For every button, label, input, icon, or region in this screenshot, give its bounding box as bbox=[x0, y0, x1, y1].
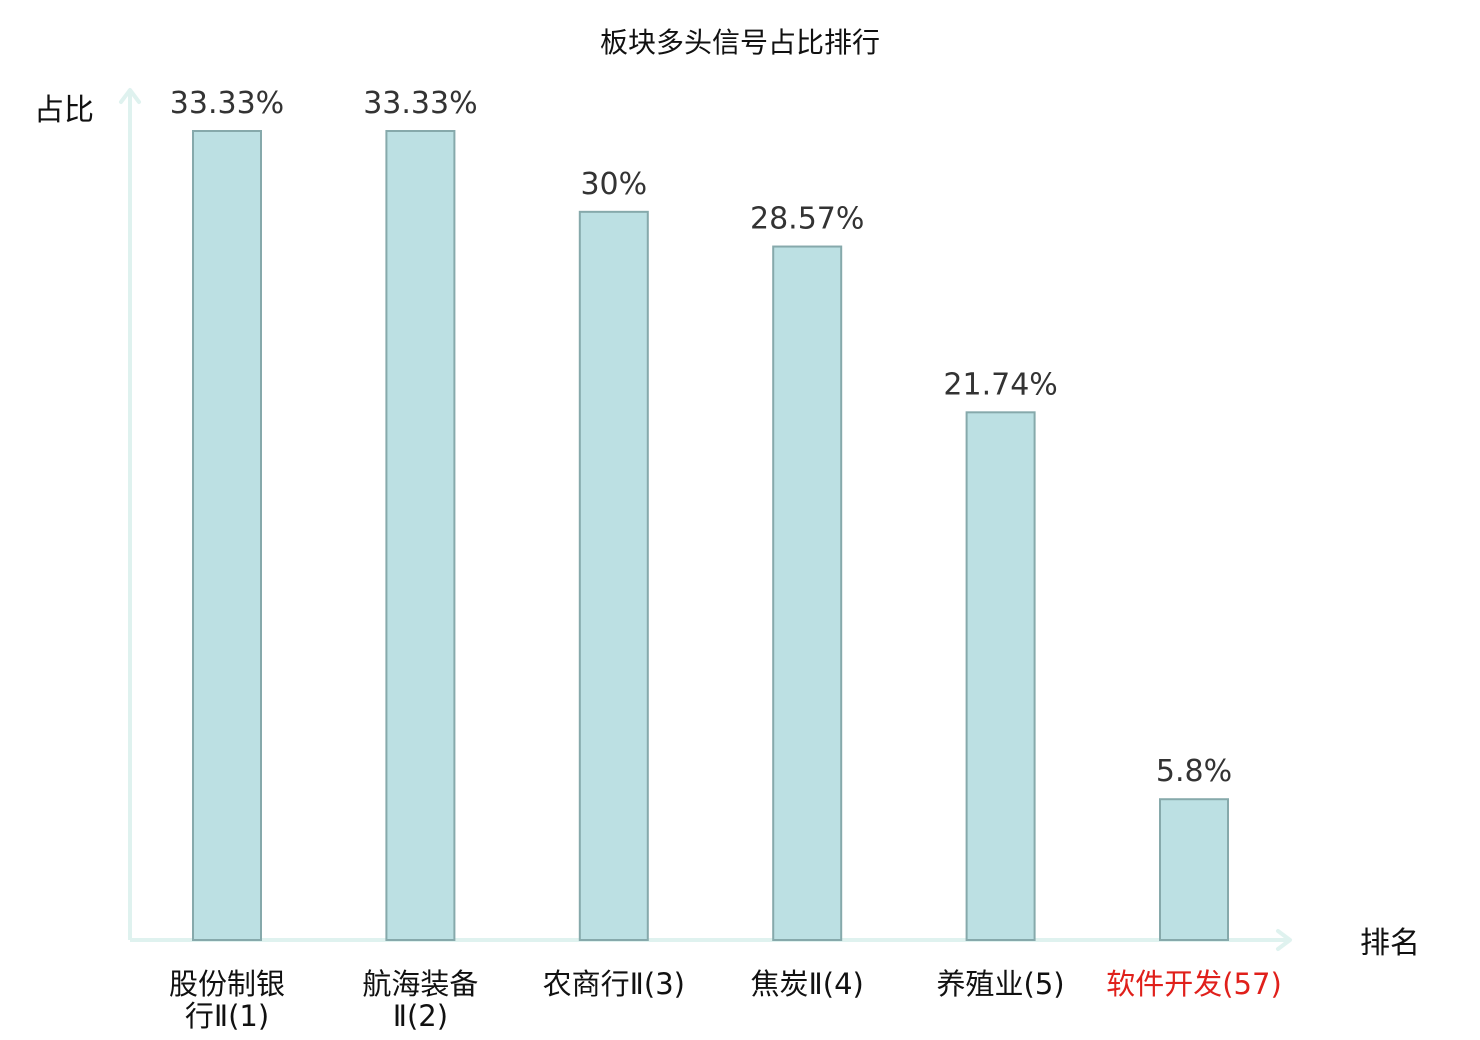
axes bbox=[119, 88, 1292, 951]
value-label: 5.8% bbox=[1156, 754, 1232, 789]
value-label: 28.57% bbox=[750, 202, 864, 237]
category-label: 养殖业(5) bbox=[937, 967, 1065, 1001]
category-label: Ⅱ(2) bbox=[393, 999, 448, 1033]
category-label: 航海装备 bbox=[362, 967, 478, 1001]
category-label: 软件开发(57) bbox=[1106, 967, 1282, 1001]
category-label: 股份制银 bbox=[169, 967, 285, 1001]
bars-group bbox=[192, 130, 1229, 942]
value-label: 21.74% bbox=[943, 367, 1057, 402]
bar bbox=[1159, 798, 1229, 941]
y-axis-arrow-icon bbox=[119, 88, 141, 104]
value-label: 33.33% bbox=[170, 86, 284, 121]
bar bbox=[192, 130, 262, 941]
value-label: 30% bbox=[580, 167, 647, 202]
value-label: 33.33% bbox=[363, 86, 477, 121]
bar bbox=[772, 245, 843, 942]
bar bbox=[578, 210, 649, 941]
x-axis-arrow-icon bbox=[1276, 929, 1292, 951]
bar bbox=[965, 411, 1036, 941]
category-label: 农商行Ⅱ(3) bbox=[543, 967, 685, 1001]
y-axis-label: 占比 bbox=[34, 93, 94, 128]
bar bbox=[385, 130, 456, 941]
value-labels-group: 33.33% 33.33% 30% 28.57% 21.74% 5.8% bbox=[170, 86, 1232, 789]
x-axis-label: 排名 bbox=[1360, 926, 1420, 961]
chart-title: 板块多头信号占比排行 bbox=[600, 26, 880, 59]
category-label: 焦炭Ⅱ(4) bbox=[751, 967, 864, 1001]
category-label: 行Ⅱ(1) bbox=[185, 999, 269, 1033]
